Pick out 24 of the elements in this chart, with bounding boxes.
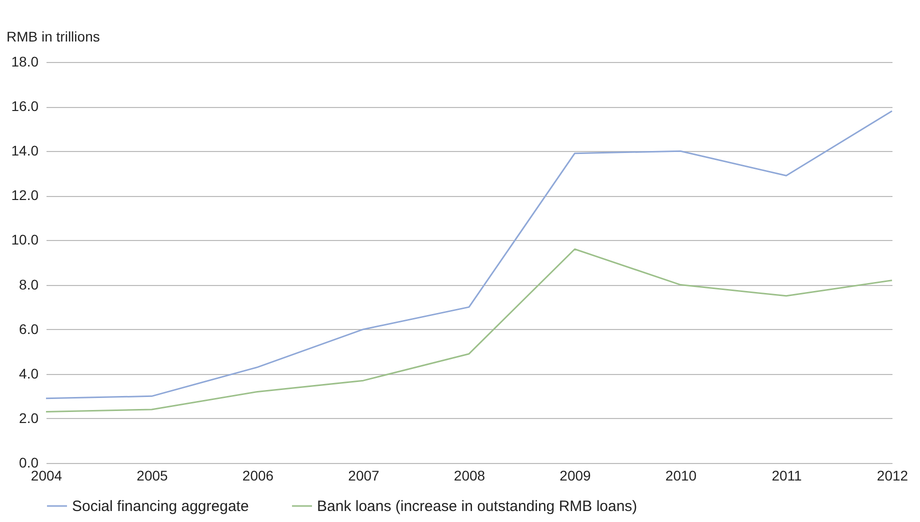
y-tick-label: 2.0 xyxy=(19,410,39,426)
line-series xyxy=(45,248,893,413)
x-tick-label: 2006 xyxy=(242,468,274,484)
line-series xyxy=(45,110,893,400)
y-tick-label: 0.0 xyxy=(19,454,39,470)
y-tick-label: 14.0 xyxy=(11,142,39,159)
legend-label: Social financing aggregate xyxy=(72,498,249,515)
y-tick-label: 10.0 xyxy=(11,232,39,248)
y-tick-label: 16.0 xyxy=(11,98,39,114)
x-tick-label: 2004 xyxy=(30,468,62,484)
x-tick-label: 2008 xyxy=(454,468,486,484)
y-tick-label: 12.0 xyxy=(11,187,39,204)
y-axis-title: RMB in trillions xyxy=(6,28,100,44)
x-tick-label: 2009 xyxy=(560,468,592,484)
y-tick-label: 6.0 xyxy=(19,320,39,337)
x-tick-label: 2005 xyxy=(136,468,168,484)
x-tick-label: 2010 xyxy=(665,468,697,484)
y-tick-label: 18.0 xyxy=(11,54,39,70)
x-tick-label: 2011 xyxy=(772,468,802,484)
x-tick-label: 2007 xyxy=(348,468,380,484)
x-tick-label: 2012 xyxy=(876,468,908,484)
y-tick-label: 4.0 xyxy=(19,365,39,382)
y-tick-label: 8.0 xyxy=(19,276,39,292)
legend-label: Bank loans (increase in outstanding RMB loans) xyxy=(317,498,638,515)
